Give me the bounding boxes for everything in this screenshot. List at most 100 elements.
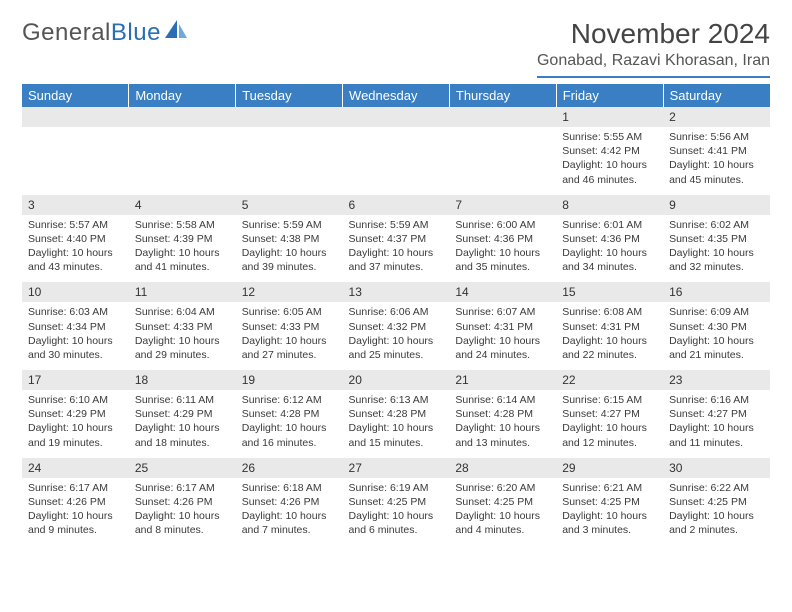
sunrise-text: Sunrise: 6:18 AM [242, 481, 337, 495]
day-number [236, 107, 343, 127]
weekday-header: Sunday [22, 84, 129, 107]
weekday-header: Saturday [663, 84, 770, 107]
day-details: Sunrise: 6:21 AMSunset: 4:25 PMDaylight:… [556, 478, 663, 546]
day-number: 9 [663, 195, 770, 215]
day-number [129, 107, 236, 127]
day-number: 3 [22, 195, 129, 215]
day-number [449, 107, 556, 127]
sunrise-text: Sunrise: 6:13 AM [349, 393, 444, 407]
sunrise-text: Sunrise: 6:07 AM [455, 305, 550, 319]
day-details: Sunrise: 6:17 AMSunset: 4:26 PMDaylight:… [22, 478, 129, 546]
day-number: 24 [22, 458, 129, 478]
day-detail-row: Sunrise: 6:17 AMSunset: 4:26 PMDaylight:… [22, 478, 770, 546]
day-details: Sunrise: 5:59 AMSunset: 4:38 PMDaylight:… [236, 215, 343, 283]
sunrise-text: Sunrise: 5:56 AM [669, 130, 764, 144]
sunrise-text: Sunrise: 6:04 AM [135, 305, 230, 319]
daylight-text: Daylight: 10 hours and 8 minutes. [135, 509, 230, 537]
day-number [343, 107, 450, 127]
location: Gonabad, Razavi Khorasan, Iran [537, 52, 770, 78]
day-details [343, 127, 450, 195]
day-detail-row: Sunrise: 5:55 AMSunset: 4:42 PMDaylight:… [22, 127, 770, 195]
day-details: Sunrise: 6:02 AMSunset: 4:35 PMDaylight:… [663, 215, 770, 283]
day-details: Sunrise: 6:10 AMSunset: 4:29 PMDaylight:… [22, 390, 129, 458]
sunset-text: Sunset: 4:34 PM [28, 320, 123, 334]
sunset-text: Sunset: 4:26 PM [28, 495, 123, 509]
day-number: 29 [556, 458, 663, 478]
sunset-text: Sunset: 4:28 PM [455, 407, 550, 421]
day-number: 15 [556, 282, 663, 302]
weekday-header: Thursday [449, 84, 556, 107]
sunset-text: Sunset: 4:27 PM [669, 407, 764, 421]
daylight-text: Daylight: 10 hours and 46 minutes. [562, 158, 657, 186]
daylight-text: Daylight: 10 hours and 32 minutes. [669, 246, 764, 274]
daylight-text: Daylight: 10 hours and 16 minutes. [242, 421, 337, 449]
day-number: 27 [343, 458, 450, 478]
day-number: 5 [236, 195, 343, 215]
sunrise-text: Sunrise: 6:09 AM [669, 305, 764, 319]
day-detail-row: Sunrise: 6:03 AMSunset: 4:34 PM Daylight:… [22, 302, 770, 370]
day-number: 20 [343, 370, 450, 390]
day-details: Sunrise: 6:14 AMSunset: 4:28 PMDaylight:… [449, 390, 556, 458]
day-details: Sunrise: 6:20 AMSunset: 4:25 PMDaylight:… [449, 478, 556, 546]
logo-text-gray: General [22, 19, 111, 47]
sunrise-text: Sunrise: 6:11 AM [135, 393, 230, 407]
day-number: 13 [343, 282, 450, 302]
sail-icon [163, 18, 189, 47]
day-details: Sunrise: 6:17 AMSunset: 4:26 PMDaylight:… [129, 478, 236, 546]
sunrise-text: Sunrise: 6:08 AM [562, 305, 657, 319]
daylight-text: Daylight: 10 hours and 15 minutes. [349, 421, 444, 449]
day-number: 19 [236, 370, 343, 390]
day-number: 2 [663, 107, 770, 127]
daylight-text: Daylight: 10 hours and 2 minutes. [669, 509, 764, 537]
day-detail-row: Sunrise: 5:57 AMSunset: 4:40 PMDaylight:… [22, 215, 770, 283]
day-number: 30 [663, 458, 770, 478]
sunrise-text: Sunrise: 6:03 AM [28, 305, 123, 319]
sunset-text: Sunset: 4:30 PM [669, 320, 764, 334]
day-details: Sunrise: 6:00 AMSunset: 4:36 PMDaylight:… [449, 215, 556, 283]
sunset-text: Sunset: 4:31 PM [455, 320, 550, 334]
day-details: Sunrise: 6:06 AMSunset: 4:32 PMDaylight:… [343, 302, 450, 370]
day-details [449, 127, 556, 195]
sunrise-text: Sunrise: 6:22 AM [669, 481, 764, 495]
daylight-text: Daylight: 10 hours and 29 minutes. [135, 334, 230, 362]
sunrise-text: Sunrise: 6:19 AM [349, 481, 444, 495]
day-number: 23 [663, 370, 770, 390]
day-number: 14 [449, 282, 556, 302]
day-details [129, 127, 236, 195]
daylight-text: Daylight: 10 hours and 4 minutes. [455, 509, 550, 537]
day-number: 12 [236, 282, 343, 302]
weekday-header: Friday [556, 84, 663, 107]
sunrise-text: Sunrise: 6:15 AM [562, 393, 657, 407]
daylight-text: Daylight: 10 hours and 45 minutes. [669, 158, 764, 186]
day-details: Sunrise: 6:11 AMSunset: 4:29 PMDaylight:… [129, 390, 236, 458]
daylight-text: Daylight: 10 hours and 11 minutes. [669, 421, 764, 449]
sunset-text: Sunset: 4:41 PM [669, 144, 764, 158]
daylight-text: Daylight: 10 hours and 24 minutes. [455, 334, 550, 362]
daylight-text: Daylight: 10 hours and 18 minutes. [135, 421, 230, 449]
day-details: Sunrise: 5:56 AMSunset: 4:41 PMDaylight:… [663, 127, 770, 195]
day-number: 6 [343, 195, 450, 215]
sunrise-text: Sunrise: 6:05 AM [242, 305, 337, 319]
sunset-text: Sunset: 4:25 PM [455, 495, 550, 509]
day-details: Sunrise: 6:03 AMSunset: 4:34 PMDaylight:… [22, 302, 129, 370]
sunset-text: Sunset: 4:25 PM [349, 495, 444, 509]
day-details: Sunrise: 6:05 AMSunset: 4:33 PMDaylight:… [236, 302, 343, 370]
logo-text-blue: Blue [111, 19, 161, 47]
sunset-text: Sunset: 4:26 PM [242, 495, 337, 509]
day-number: 22 [556, 370, 663, 390]
weekday-header: Monday [129, 84, 236, 107]
sunset-text: Sunset: 4:40 PM [28, 232, 123, 246]
day-details: Sunrise: 6:16 AMSunset: 4:27 PMDaylight:… [663, 390, 770, 458]
sunrise-text: Sunrise: 6:21 AM [562, 481, 657, 495]
sunrise-text: Sunrise: 6:17 AM [135, 481, 230, 495]
sunset-text: Sunset: 4:26 PM [135, 495, 230, 509]
sunrise-text: Sunrise: 6:16 AM [669, 393, 764, 407]
title-block: November 2024 Gonabad, Razavi Khorasan, … [537, 18, 770, 78]
sunset-text: Sunset: 4:33 PM [135, 320, 230, 334]
day-details [22, 127, 129, 195]
day-number: 7 [449, 195, 556, 215]
day-details: Sunrise: 5:58 AMSunset: 4:39 PMDaylight:… [129, 215, 236, 283]
sunrise-text: Sunrise: 5:58 AM [135, 218, 230, 232]
sunset-text: Sunset: 4:25 PM [562, 495, 657, 509]
daylight-text: Daylight: 10 hours and 13 minutes. [455, 421, 550, 449]
